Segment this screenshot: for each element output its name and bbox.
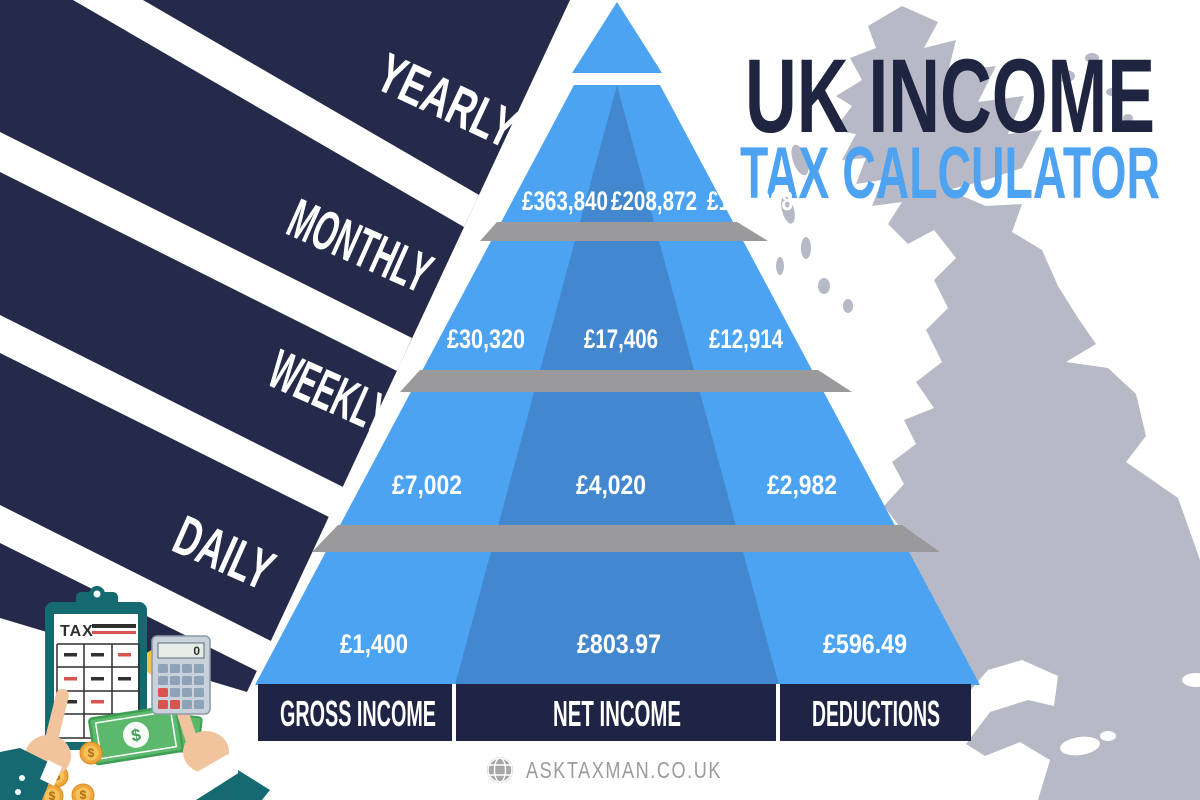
value-monthly-net: £17,406 xyxy=(584,324,658,354)
globe-icon xyxy=(487,757,513,783)
map-islands xyxy=(776,53,1133,313)
title-block: UK INCOME TAX CALCULATOR xyxy=(740,38,1160,214)
value-yearly-gross: £363,840 xyxy=(522,186,608,216)
column-bar-background xyxy=(258,684,971,741)
value-weekly-deductions: £2,982 xyxy=(767,470,837,500)
banner-gap-3 xyxy=(0,315,343,517)
column-divider-2 xyxy=(776,684,780,741)
svg-text:$: $ xyxy=(130,725,143,745)
tax-illustration: TAX $ xyxy=(0,586,270,800)
value-monthly-deductions: £12,914 xyxy=(709,324,783,354)
calculator-icon: 0 xyxy=(151,635,211,715)
column-header-gross: GROSS INCOME xyxy=(280,693,436,734)
calculator-keys xyxy=(158,664,204,709)
pyramid: £363,840 £208,872 £154,968 £30,320 £17,4… xyxy=(255,2,980,685)
left-hand-icon xyxy=(0,688,71,800)
column-header-net: NET INCOME xyxy=(553,693,681,734)
pyramid-apex xyxy=(572,2,662,73)
tier-separator-3 xyxy=(312,525,940,552)
column-header-deductions: DEDUCTIONS xyxy=(812,693,940,734)
tier-separator-1 xyxy=(480,222,768,241)
calculator-display: 0 xyxy=(193,644,200,658)
value-daily-net: £803.97 xyxy=(577,629,661,659)
svg-text:$: $ xyxy=(80,788,87,800)
title-line1: UK INCOME xyxy=(745,38,1155,155)
value-weekly-gross: £7,002 xyxy=(392,470,462,500)
tier-separator-2 xyxy=(400,370,852,392)
value-yearly-deductions: £154,968 xyxy=(707,186,793,216)
clipboard-tax-label: TAX xyxy=(60,623,94,640)
value-daily-gross: £1,400 xyxy=(340,629,408,659)
value-weekly-net: £4,020 xyxy=(576,470,646,500)
value-daily-deductions: £596.49 xyxy=(823,629,907,659)
title-line2: TAX CALCULATOR xyxy=(740,133,1160,214)
period-banners: YEARLY MONTHLY WEEKLY DAILY xyxy=(0,0,570,692)
footer: ASKTAXMAN.CO.UK xyxy=(487,757,722,783)
banner-gap-1 xyxy=(73,0,479,227)
banner-gap-4 xyxy=(0,505,271,671)
value-yearly-net: £208,872 xyxy=(611,186,697,216)
value-monthly-gross: £30,320 xyxy=(447,324,525,354)
right-hand-icon xyxy=(173,698,270,800)
map-coast-notches xyxy=(1060,673,1200,756)
column-divider-1 xyxy=(452,684,456,741)
column-header-bar: GROSS INCOME NET INCOME DEDUCTIONS xyxy=(258,684,971,741)
footer-website: ASKTAXMAN.CO.UK xyxy=(526,757,722,783)
banner-gap-2 xyxy=(0,132,412,371)
svg-text:$: $ xyxy=(49,789,56,800)
svg-text:$: $ xyxy=(88,746,95,760)
